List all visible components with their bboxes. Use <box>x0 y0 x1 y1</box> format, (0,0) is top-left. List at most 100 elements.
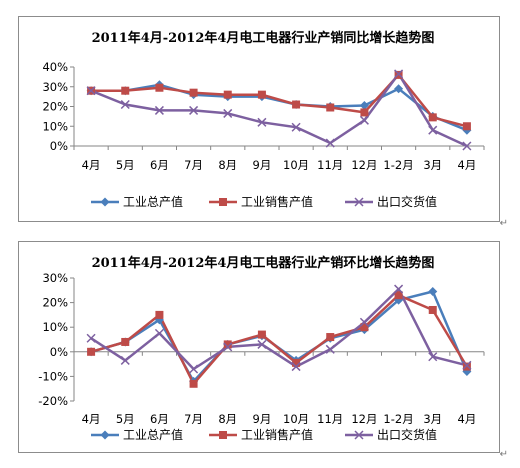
data-point <box>462 141 472 151</box>
legend-marker <box>354 430 364 440</box>
data-point <box>87 347 96 356</box>
data-point <box>291 122 301 132</box>
y-tick-label: 20% <box>42 296 68 310</box>
y-tick-label: 10% <box>42 119 68 133</box>
chart-mom-growth: 2011年4月-2012年4月电工电器行业产销环比增长趋势图 -20% -10% 0%… <box>38 255 485 442</box>
legend-label: 工业销售产值 <box>241 427 313 442</box>
x-tick-label: 4月 <box>458 412 477 426</box>
x-tick-label: 8月 <box>218 158 237 172</box>
panel-corner-mark: ↵ <box>499 218 508 229</box>
data-point <box>359 101 369 111</box>
data-point <box>155 83 164 92</box>
y-tick-label: -20% <box>38 394 68 408</box>
data-point <box>223 108 233 118</box>
series-line <box>90 293 468 386</box>
data-point <box>189 105 199 115</box>
series-line <box>90 72 468 148</box>
data-point <box>223 340 232 349</box>
y-tick-label: 20% <box>42 100 68 114</box>
data-point <box>121 337 130 346</box>
y-tick-label: -10% <box>38 369 68 383</box>
data-point <box>462 362 471 371</box>
legend-label: 工业销售产值 <box>241 194 313 209</box>
x-tick-label: 5月 <box>116 412 135 426</box>
data-point <box>394 69 404 79</box>
data-point <box>428 125 438 135</box>
x-tick-label: 7月 <box>184 158 203 172</box>
x-tick-label: 4月 <box>82 412 101 426</box>
data-point <box>257 330 266 339</box>
data-point <box>189 379 198 388</box>
data-point <box>155 310 164 319</box>
series-line <box>90 287 468 371</box>
chart-panel-mom: 2011年4月-2012年4月电工电器行业产销环比增长趋势图 -20% -10% 0%… <box>18 241 508 460</box>
x-tick-label: 5月 <box>116 158 135 172</box>
x-tick-label: 12月 <box>351 412 377 426</box>
data-point <box>292 100 301 109</box>
legend-marker <box>354 197 364 207</box>
data-point <box>189 364 199 374</box>
chart-title: 2011年4月-2012年4月电工电器行业产销同比增长趋势图 <box>92 30 435 46</box>
data-point <box>223 342 233 352</box>
data-point <box>223 90 232 99</box>
x-tick-label: 3月 <box>423 412 442 426</box>
data-point <box>154 328 164 338</box>
data-point <box>189 88 198 97</box>
data-point <box>428 287 438 297</box>
x-tick-label: 7月 <box>184 412 203 426</box>
data-point <box>360 323 369 332</box>
y-tick-label: 40% <box>42 60 68 74</box>
data-point <box>326 333 335 342</box>
series-line <box>90 290 469 383</box>
legend-marker <box>219 198 227 206</box>
data-point <box>121 86 130 95</box>
x-tick-label: 9月 <box>253 158 272 172</box>
data-point <box>257 90 266 99</box>
data-point <box>292 358 301 367</box>
x-tick-label: 4月 <box>82 158 101 172</box>
data-point <box>120 355 130 365</box>
data-point <box>359 115 369 125</box>
data-point <box>257 339 267 349</box>
data-point <box>428 352 438 362</box>
data-point <box>360 108 369 117</box>
data-point <box>394 284 404 294</box>
y-tick-label: 0% <box>50 139 68 153</box>
legend-label: 出口交货值 <box>377 427 437 442</box>
data-point <box>86 333 96 343</box>
legend-marker <box>100 197 110 207</box>
legend-label: 出口交货值 <box>377 194 437 209</box>
data-point <box>462 360 472 370</box>
chart-panel-yoy: 2011年4月-2012年4月电工电器行业产销同比增长趋势图 0% 10% 20% 30… <box>18 16 508 229</box>
x-tick-label: 10月 <box>283 158 309 172</box>
x-tick-label: 1-2月 <box>383 158 413 172</box>
data-point <box>154 105 164 115</box>
data-point <box>394 84 404 94</box>
data-point <box>462 122 471 131</box>
x-tick-label: 8月 <box>218 412 237 426</box>
x-tick-label: 6月 <box>150 412 169 426</box>
x-tick-label: 3月 <box>423 158 442 172</box>
data-point <box>120 99 130 110</box>
x-tick-label: 1-2月 <box>383 412 413 426</box>
y-tick-label: 10% <box>42 320 68 334</box>
data-point <box>325 344 335 354</box>
data-point <box>394 291 403 300</box>
x-tick-label: 12月 <box>351 158 377 172</box>
data-point <box>428 305 437 314</box>
data-point <box>325 138 335 148</box>
legend-label: 工业总产值 <box>123 427 183 442</box>
panel-corner-mark: ↵ <box>499 449 508 460</box>
x-tick-label: 4月 <box>458 158 477 172</box>
chart-title: 2011年4月-2012年4月电工电器行业产销环比增长趋势图 <box>92 255 435 271</box>
data-point <box>359 317 369 327</box>
y-tick-label: 0% <box>50 345 68 359</box>
x-tick-label: 11月 <box>317 158 343 172</box>
x-tick-label: 6月 <box>150 158 169 172</box>
legend-marker <box>100 430 110 440</box>
x-tick-label: 9月 <box>253 412 272 426</box>
y-tick-label: 30% <box>42 80 68 94</box>
x-tick-label: 10月 <box>283 412 309 426</box>
legend-label: 工业总产值 <box>123 194 183 209</box>
series-line <box>91 73 468 128</box>
